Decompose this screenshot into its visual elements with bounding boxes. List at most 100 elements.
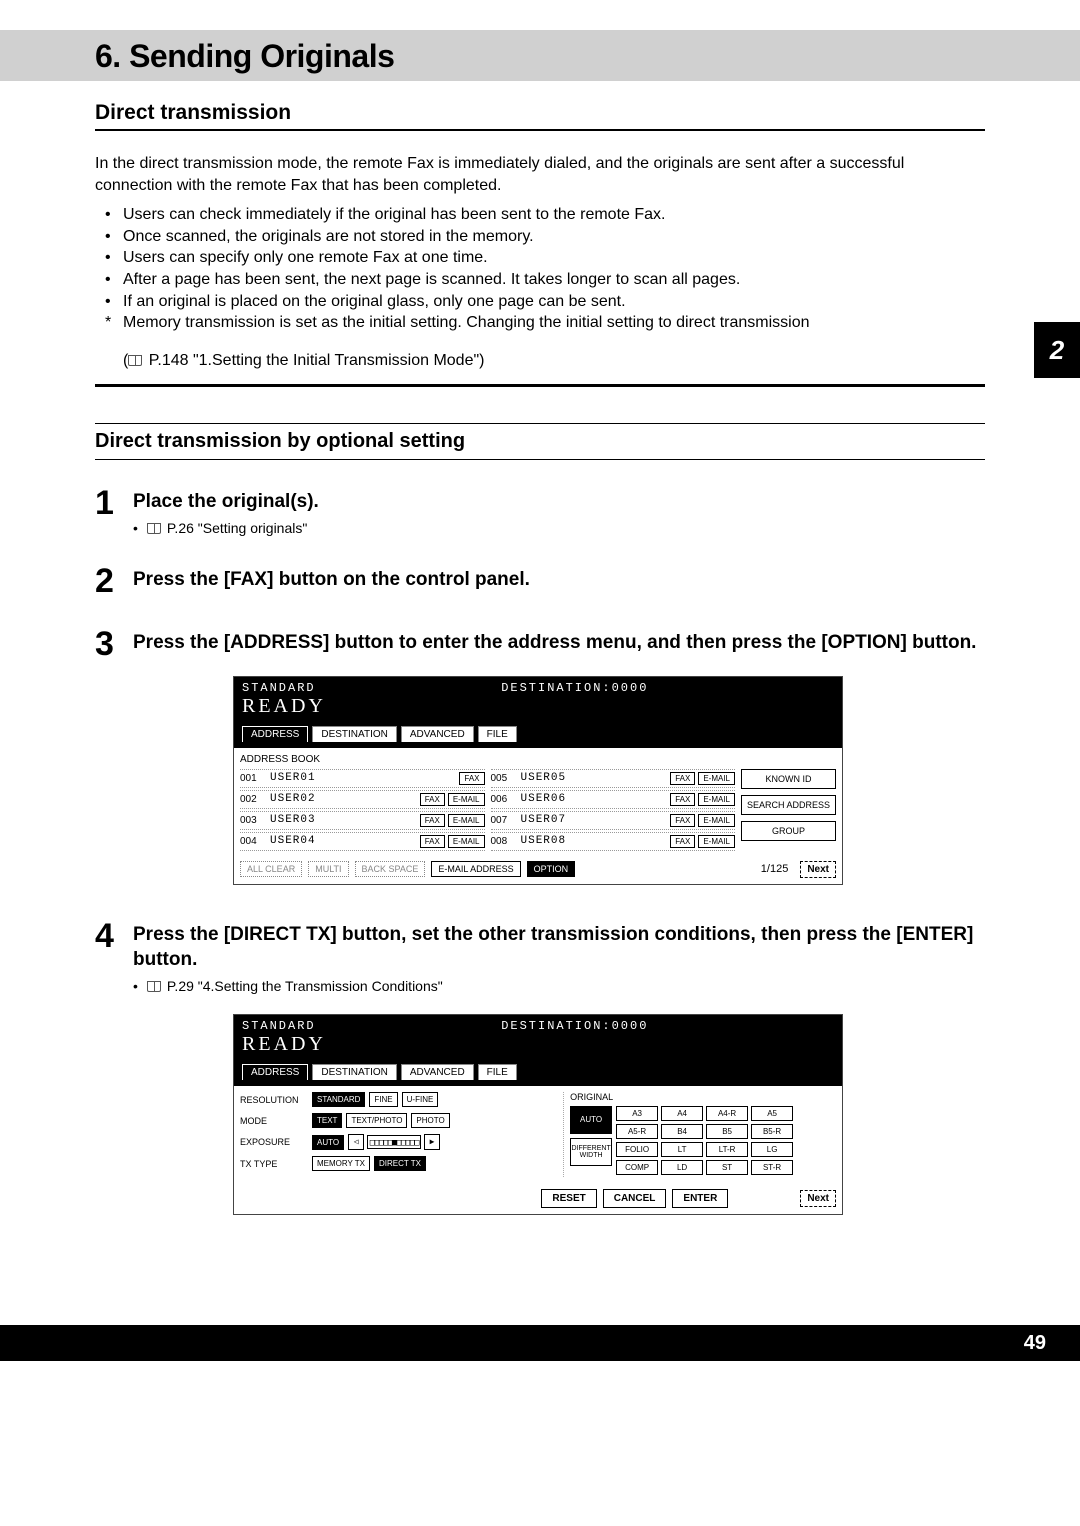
fax-button[interactable]: FAX [420,814,445,827]
address-row[interactable]: 007USER07FAXE-MAIL [491,811,736,830]
step: 2 Press the [FAX] button on the control … [95,564,985,599]
size-a5-button[interactable]: A5 [751,1106,793,1121]
fax-button[interactable]: FAX [670,793,695,806]
size-b4-button[interactable]: B4 [661,1124,703,1139]
lcd-tab-destination[interactable]: DESTINATION [312,1064,396,1080]
memory-tx-button[interactable]: MEMORY TX [312,1156,370,1171]
option-button[interactable]: OPTION [527,861,576,877]
different-width-button[interactable]: DIFFERENT WIDTH [570,1138,612,1166]
size-ld-button[interactable]: LD [661,1160,703,1175]
lcd-tab-address[interactable]: ADDRESS [242,726,308,742]
step-note: P.26 "Setting originals" [133,520,985,536]
exposure-left-button[interactable]: ◁ [348,1134,364,1150]
step-number: 2 [95,564,133,599]
backspace-button[interactable]: BACK SPACE [355,861,426,877]
resolution-ufine-button[interactable]: U-FINE [402,1092,439,1107]
address-row[interactable]: 002USER02FAXE-MAIL [240,790,485,809]
address-id: 004 [240,836,270,847]
mode-textphoto-button[interactable]: TEXT/PHOTO [346,1113,407,1128]
lcd-destination: DESTINATION:0000 [501,1019,648,1033]
address-row[interactable]: 008USER08FAXE-MAIL [491,832,736,851]
email-button[interactable]: E-MAIL [448,793,485,806]
next-button[interactable]: Next [800,861,836,878]
step: 3 Press the [ADDRESS] button to enter th… [95,627,985,891]
email-button[interactable]: E-MAIL [448,814,485,827]
search-address-button[interactable]: SEARCH ADDRESS [741,795,836,815]
lcd-mode: STANDARD [242,681,316,695]
page-number: 49 [1024,1332,1046,1355]
lcd-screen-address: STANDARD DESTINATION:0000 READY ADDRESS … [233,676,843,885]
mode-text-button[interactable]: TEXT [312,1113,342,1128]
resolution-standard-button[interactable]: STANDARD [312,1092,365,1107]
exposure-auto-button[interactable]: AUTO [312,1135,344,1150]
subsection-heading: Direct transmission by optional setting [95,423,985,460]
address-name: USER04 [270,835,417,847]
lcd-destination: DESTINATION:0000 [501,681,648,695]
size-a5r-button[interactable]: A5-R [616,1124,658,1139]
email-button[interactable]: E-MAIL [448,835,485,848]
size-folio-button[interactable]: FOLIO [616,1142,658,1157]
email-address-button[interactable]: E-MAIL ADDRESS [431,861,520,877]
lcd-ready: READY [242,695,834,718]
section-heading: Direct transmission [95,101,985,131]
size-lt-button[interactable]: LT [661,1142,703,1157]
direct-tx-button[interactable]: DIRECT TX [374,1156,426,1171]
address-name: USER02 [270,793,417,805]
multi-button[interactable]: MULTI [308,861,348,877]
size-lg-button[interactable]: LG [751,1142,793,1157]
fax-button[interactable]: FAX [459,772,484,785]
address-id: 005 [491,773,521,784]
address-row[interactable]: 003USER03FAXE-MAIL [240,811,485,830]
enter-button[interactable]: ENTER [672,1189,728,1208]
email-button[interactable]: E-MAIL [698,814,735,827]
known-id-button[interactable]: KNOWN ID [741,769,836,789]
size-str-button[interactable]: ST-R [751,1160,793,1175]
size-b5-button[interactable]: B5 [706,1124,748,1139]
fax-button[interactable]: FAX [420,835,445,848]
address-id: 006 [491,794,521,805]
fax-button[interactable]: FAX [420,793,445,806]
all-clear-button[interactable]: ALL CLEAR [240,861,302,877]
group-button[interactable]: GROUP [741,821,836,841]
lcd-tab-destination[interactable]: DESTINATION [312,726,396,742]
size-a3-button[interactable]: A3 [616,1106,658,1121]
size-b5r-button[interactable]: B5-R [751,1124,793,1139]
mode-photo-button[interactable]: PHOTO [411,1113,449,1128]
exposure-right-button[interactable]: ▶ [424,1134,440,1150]
address-row[interactable]: 006USER06FAXE-MAIL [491,790,736,809]
step-note: P.29 "4.Setting the Transmission Conditi… [133,978,985,994]
address-row[interactable]: 005USER05FAXE-MAIL [491,769,736,788]
bullet-item: Users can check immediately if the origi… [95,204,985,226]
address-name: USER06 [521,793,668,805]
fax-button[interactable]: FAX [670,835,695,848]
page-title: 6. Sending Originals [95,38,985,75]
lcd-tab-file[interactable]: FILE [478,726,517,742]
step-number: 3 [95,627,133,891]
address-row[interactable]: 004USER04FAXE-MAIL [240,832,485,851]
size-comp-button[interactable]: COMP [616,1160,658,1175]
size-auto-button[interactable]: AUTO [570,1106,612,1134]
lcd-tab-file[interactable]: FILE [478,1064,517,1080]
address-row[interactable]: 001USER01FAX [240,769,485,788]
cancel-button[interactable]: CANCEL [603,1189,667,1208]
step-title: Press the [FAX] button on the control pa… [133,568,985,593]
fax-button[interactable]: FAX [670,772,695,785]
resolution-fine-button[interactable]: FINE [369,1092,397,1107]
address-id: 002 [240,794,270,805]
size-ltr-button[interactable]: LT-R [706,1142,748,1157]
lcd-tab-advanced[interactable]: ADVANCED [401,1064,474,1080]
email-button[interactable]: E-MAIL [698,793,735,806]
lcd-tab-address[interactable]: ADDRESS [242,1064,308,1080]
address-id: 003 [240,815,270,826]
chapter-tab: 2 [1034,322,1080,378]
lcd-tab-advanced[interactable]: ADVANCED [401,726,474,742]
step: 4 Press the [DIRECT TX] button, set the … [95,919,985,1221]
next-button[interactable]: Next [800,1190,836,1207]
email-button[interactable]: E-MAIL [698,772,735,785]
size-st-button[interactable]: ST [706,1160,748,1175]
fax-button[interactable]: FAX [670,814,695,827]
reset-button[interactable]: RESET [541,1189,596,1208]
email-button[interactable]: E-MAIL [698,835,735,848]
size-a4r-button[interactable]: A4-R [706,1106,748,1121]
size-a4-button[interactable]: A4 [661,1106,703,1121]
